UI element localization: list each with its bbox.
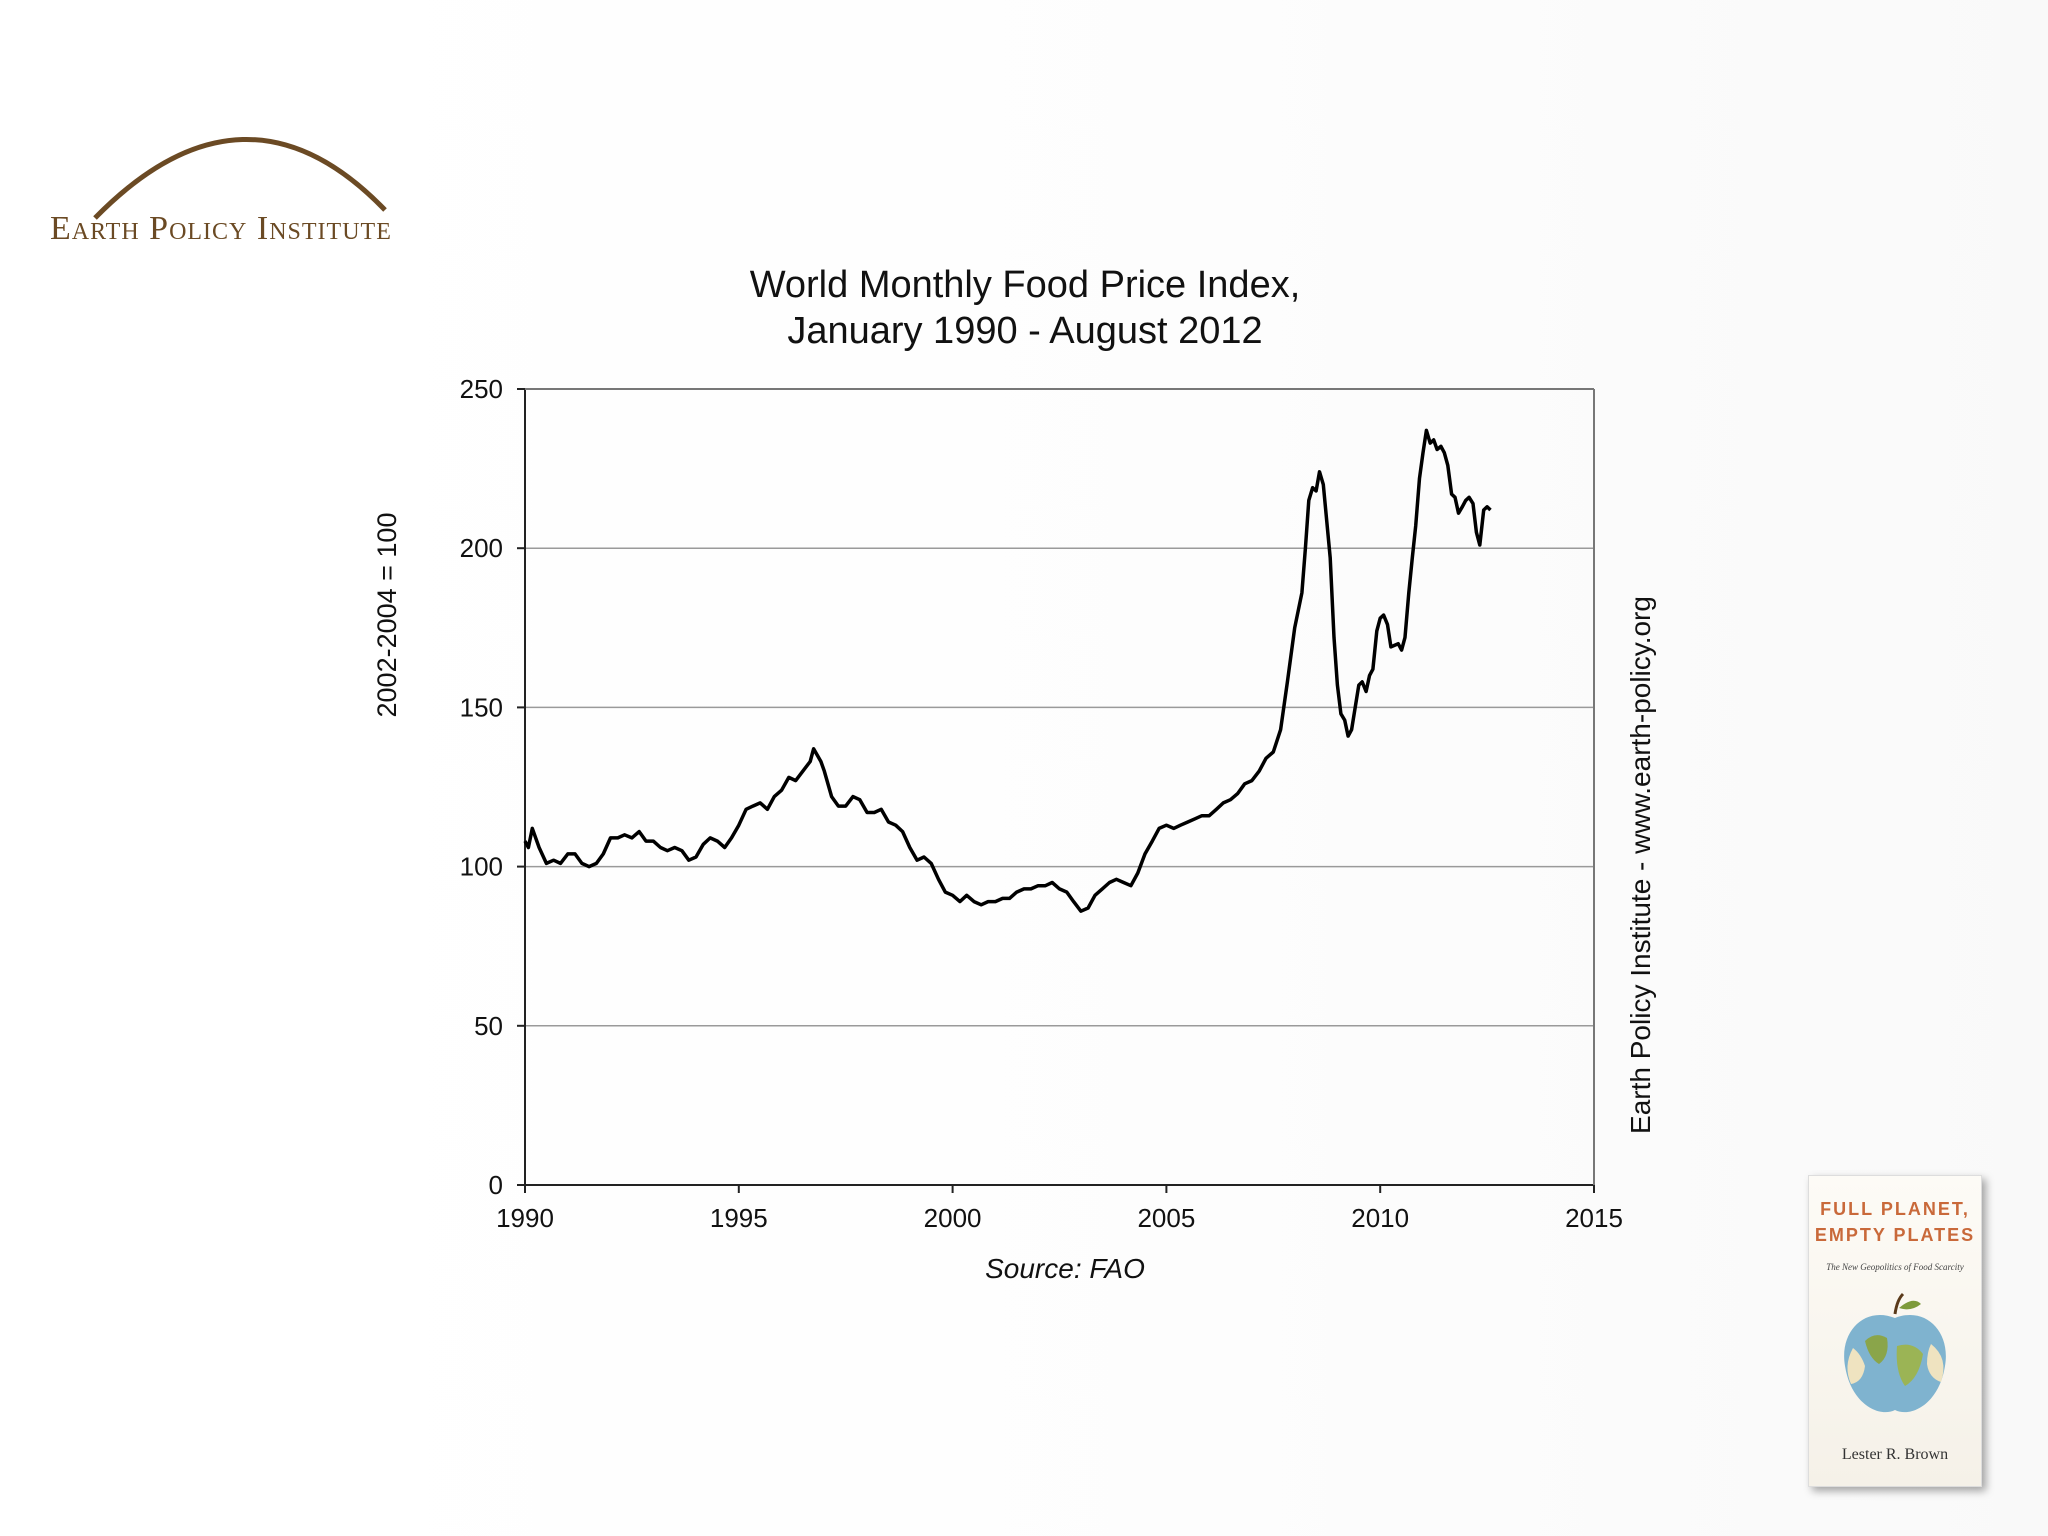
earth-policy-logo-arc — [93, 137, 387, 220]
x-tick-label: 1995 — [710, 1203, 768, 1233]
x-tick-label: 2015 — [1565, 1203, 1623, 1233]
chart-title-line1: World Monthly Food Price Index, — [749, 264, 1301, 306]
website-credit: Earth Policy Institute - www.earth-polic… — [1625, 596, 1656, 1134]
y-tick-label: 200 — [460, 533, 503, 563]
y-tick-label: 100 — [460, 852, 503, 882]
book-subtitle: The New Geopolitics of Food Scarcity — [1826, 1262, 1964, 1272]
logo-wordmark: Earth Policy Institute — [50, 210, 392, 247]
book-title-line1: FULL PLANET, — [1820, 1199, 1970, 1219]
y-tick-label: 50 — [474, 1011, 503, 1041]
series-line-food-price-index — [523, 428, 1492, 913]
chart-title: World Monthly Food Price Index, January … — [625, 262, 1425, 354]
x-tick-label: 2000 — [924, 1203, 982, 1233]
x-tick-label: 1990 — [496, 1203, 554, 1233]
source-note: Source: FAO — [985, 1253, 1145, 1284]
y-tick-label: 250 — [460, 374, 503, 404]
book-title: FULL PLANET, EMPTY PLATES — [1809, 1196, 1981, 1248]
apple-globe-icon — [1844, 1292, 1946, 1413]
y-tick-label: 0 — [489, 1170, 503, 1200]
book-author: Lester R. Brown — [1841, 1446, 1949, 1463]
book-title-line2: EMPTY PLATES — [1814, 1225, 1976, 1245]
y-axis-label: 2002-2004 = 100 — [372, 512, 402, 718]
x-tick-label: 2010 — [1351, 1203, 1409, 1233]
book-cover: FULL PLANET, EMPTY PLATES The New Geopol… — [1808, 1175, 1982, 1487]
x-tick-label: 2005 — [1137, 1203, 1195, 1233]
y-tick-label: 150 — [460, 692, 503, 722]
chart-title-line2: January 1990 - August 2012 — [787, 310, 1263, 352]
